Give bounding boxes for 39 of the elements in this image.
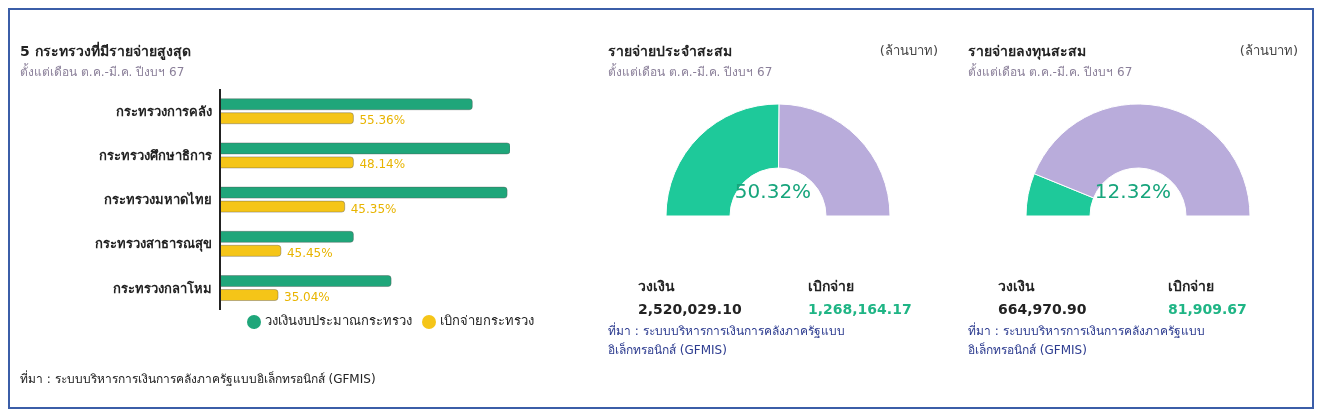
bar [220,245,282,257]
text: 2,520,029.10 [638,301,743,317]
text: เบิกจ่าย [1168,277,1215,296]
bar [220,289,279,301]
bar [220,231,354,243]
annotation: 55.36% [359,113,406,128]
annotation: 45.45% [286,245,333,260]
text: 50.32% [733,179,813,203]
text: เบิกจ่าย [808,277,855,296]
y-tick-label: กระทรวงกลาโหม [113,279,212,296]
annotation: 35.04% [284,289,330,304]
y-tick-label: กระทรวงศึกษาธิการ [99,147,212,163]
annotation: 48.14% [359,157,406,172]
chart-title: รายจ่ายประจำสะสม [608,42,733,61]
text: 81,909.67 [1168,301,1247,317]
chart-subtitle: ตั้งแต่เดือน ต.ค.-มี.ค. ปีงบฯ 67 [968,62,1134,81]
text: ที่มา : ระบบบริหารการเงินการคลังภาครัฐแบบอิเล็กทรอนิกส์ (GFMIS) [20,369,377,388]
y-tick-label: กระทรวงสาธารณสุข [95,236,212,253]
text: 664,970.90 [998,301,1088,317]
text: ตั้งแต่เดือน ต.ค.-มี.ค. ปีงบฯ 67 [20,62,186,81]
y-tick-label: กระทรวงมหาดไทย [104,191,212,208]
annotation: 45.35% [350,201,397,216]
text: วงเงิน [638,277,676,296]
bar [220,275,392,287]
text: ที่มา : ระบบบริหารการเงินการคลังภาครัฐแบบอิเล็กทรอนิกส์ (GFMIS) [608,321,846,359]
text: 12.32% [1093,179,1173,203]
chart-subtitle: ตั้งแต่เดือน ต.ค.-มี.ค. ปีงบฯ 67 [608,62,774,81]
y-tick-label: กระทรวงการคลัง [116,103,212,119]
text: ที่มา : ระบบบริหารการเงินการคลังภาครัฐแบบอิเล็กทรอนิกส์ (GFMIS) [968,321,1206,359]
text: 5 กระทรวงที่มีรายจ่ายสูงสุด [20,40,192,62]
text: (ล้านบาท) [1239,42,1298,60]
text: วงเงิน [998,277,1036,296]
legend-label: เบิกจ่ายกระทรวง [439,313,534,328]
text: 1,268,164.17 [808,301,912,317]
legend-label: วงเงินงบประมาณกระทรวง [264,313,412,328]
chart-title: รายจ่ายลงทุนสะสม [968,42,1087,62]
bar [220,112,354,124]
bar [220,98,473,110]
text: (ล้านบาท) [879,42,938,60]
